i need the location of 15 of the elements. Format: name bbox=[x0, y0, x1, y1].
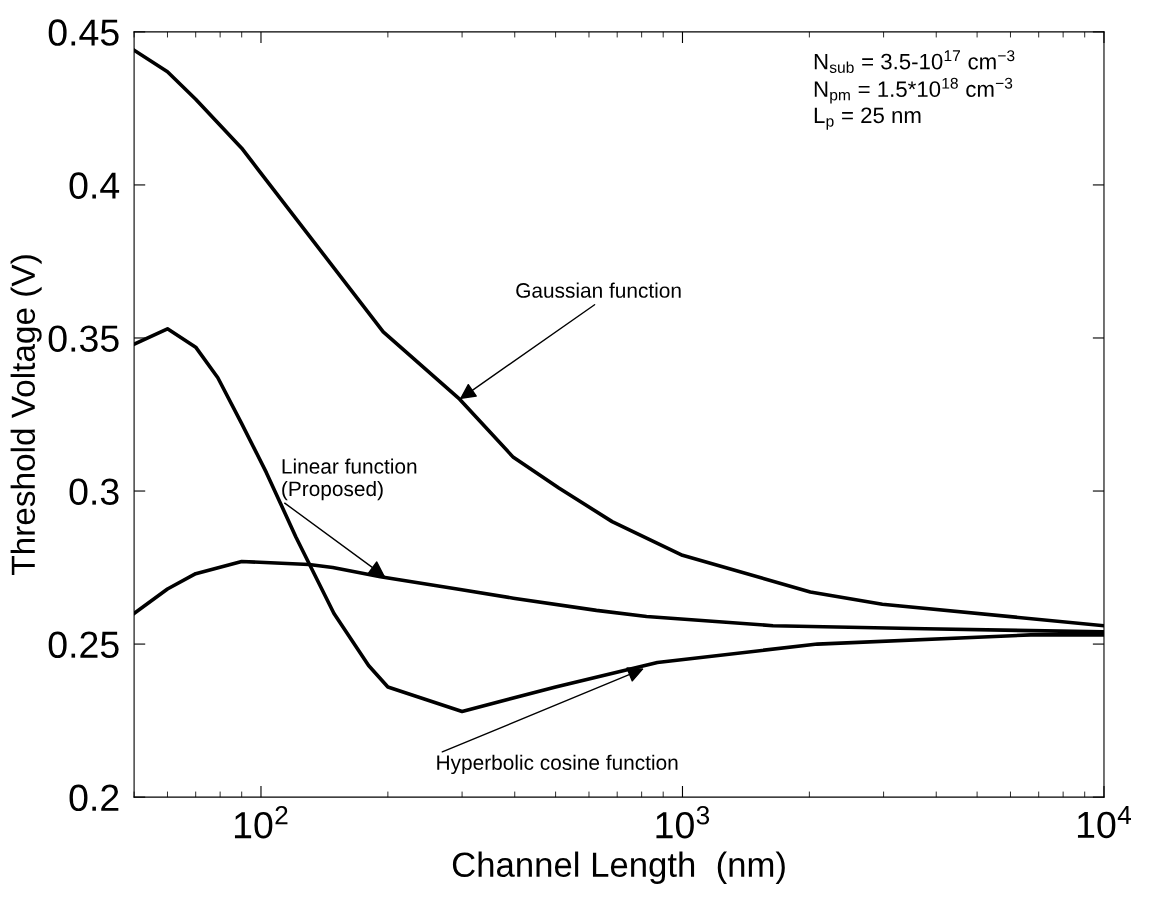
x-tick-label: 10$^{2}$ bbox=[234, 805, 288, 839]
y-axis-title: Threshold Voltage (V) bbox=[10, 255, 42, 575]
y-tick-label: 0.4 bbox=[69, 172, 120, 199]
y-tick-label: 0.3 bbox=[69, 478, 119, 505]
y-tick-label: 0.25 bbox=[48, 631, 119, 659]
text: N$_{sub}$ = 3.5-10$^{17}$ cm$^{−3}$ N$_{pm}$ = 1.5*10$^{18}$ cm$^{−3}$ L$_{p}$ = 25 nm bbox=[814, 50, 1015, 130]
annotation: Linear function (Proposed) bbox=[282, 458, 417, 501]
y-tick-label: 0.35 bbox=[48, 325, 119, 352]
x-tick-label: 10$^{3}$ bbox=[656, 805, 710, 839]
y-tick-label: 0.45 bbox=[48, 19, 119, 46]
annotation: Hyperbolic cosine function bbox=[437, 754, 678, 775]
x-tick-label: 10$^{4}$ bbox=[1077, 805, 1131, 839]
y-tick-label: 0.2 bbox=[69, 784, 119, 812]
annotation: Gaussian function bbox=[516, 282, 681, 298]
x-axis-title: Channel Length (nm) bbox=[452, 851, 785, 884]
